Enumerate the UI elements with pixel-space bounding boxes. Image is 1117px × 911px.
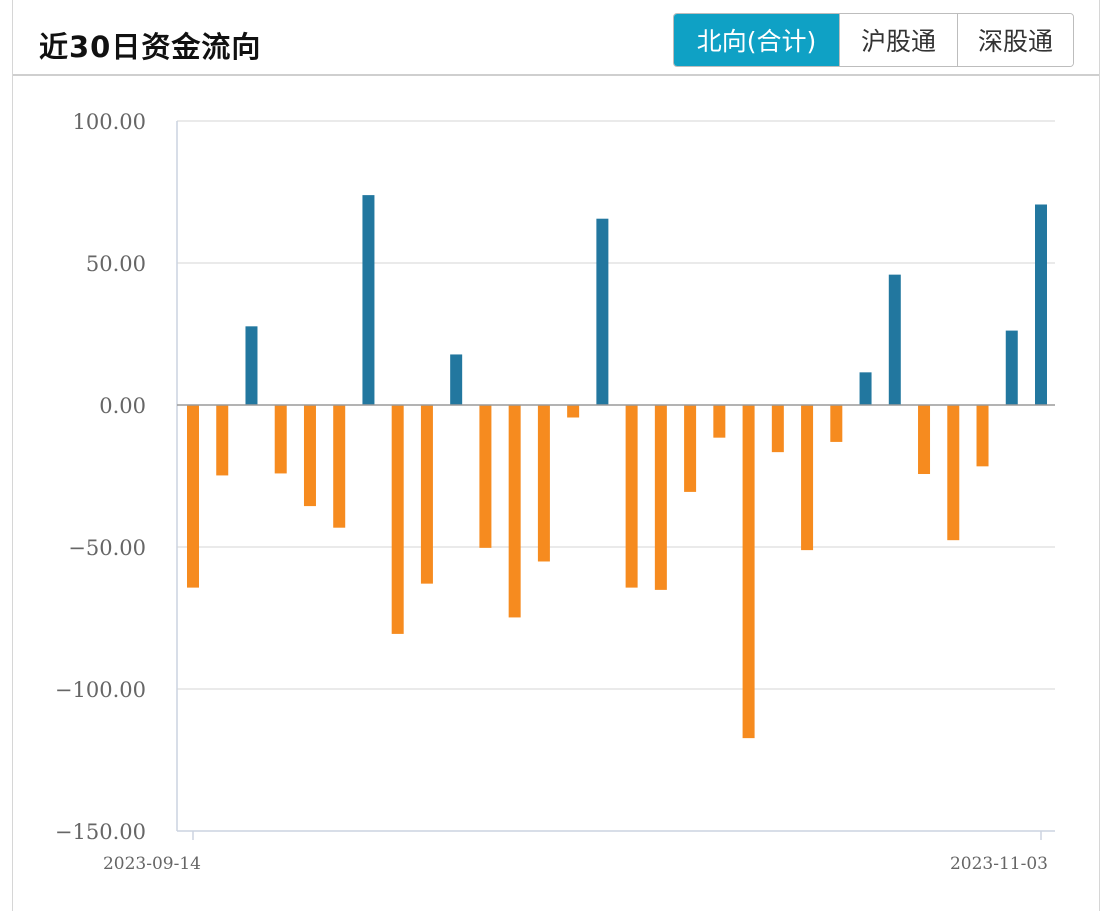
page-title: 近30日资金流向: [39, 30, 262, 64]
y-tick-label: 50.00: [86, 252, 146, 276]
bar-outflow[interactable]: [742, 405, 755, 739]
bar-outflow[interactable]: [420, 405, 433, 584]
bar-inflow[interactable]: [1005, 330, 1018, 405]
bar-outflow[interactable]: [303, 405, 316, 507]
bar-outflow[interactable]: [947, 405, 960, 541]
x-tick-label: 2023-09-14: [103, 854, 201, 874]
bar-outflow[interactable]: [508, 405, 521, 618]
bar-inflow[interactable]: [450, 354, 463, 405]
bar-outflow[interactable]: [537, 405, 550, 562]
y-tick-label: 0.00: [99, 394, 146, 418]
tab-northbound-total[interactable]: 北向(合计): [674, 14, 839, 66]
bar-inflow[interactable]: [362, 195, 375, 405]
bar-outflow[interactable]: [274, 405, 287, 474]
bar-inflow[interactable]: [596, 218, 609, 405]
bar-outflow[interactable]: [684, 405, 697, 492]
bar-inflow[interactable]: [1035, 204, 1047, 406]
bar-outflow[interactable]: [479, 405, 492, 548]
bar-outflow[interactable]: [976, 405, 989, 467]
bar-inflow[interactable]: [245, 326, 258, 405]
bar-outflow[interactable]: [801, 405, 814, 551]
bar-outflow[interactable]: [216, 405, 229, 476]
bar-outflow[interactable]: [771, 405, 784, 453]
y-tick-label: −100.00: [55, 678, 146, 702]
tab-shanghai-connect[interactable]: 沪股通: [839, 14, 957, 66]
bar-outflow[interactable]: [391, 405, 404, 634]
bar-outflow[interactable]: [567, 405, 580, 418]
y-axis: 100.00 50.00 0.00 −50.00 −100.00 −150.00: [55, 110, 178, 844]
chart-grid: [177, 120, 1055, 690]
y-tick-label: −50.00: [68, 536, 146, 560]
market-tab-group: 北向(合计) 沪股通 深股通: [673, 13, 1074, 67]
x-axis: 2023-09-14 2023-11-03: [103, 830, 1055, 874]
bar-inflow[interactable]: [888, 274, 901, 405]
bar-outflow[interactable]: [187, 405, 199, 588]
bar-outflow[interactable]: [654, 405, 667, 590]
bar-inflow[interactable]: [859, 372, 872, 405]
bar-outflow[interactable]: [625, 405, 638, 588]
y-tick-label: −150.00: [55, 820, 146, 844]
bar-outflow[interactable]: [713, 405, 726, 438]
x-tick-label: 2023-11-03: [950, 854, 1048, 874]
y-tick-label: 100.00: [73, 110, 146, 134]
chart-bars: [187, 195, 1047, 739]
bar-outflow[interactable]: [333, 405, 346, 528]
bar-outflow[interactable]: [830, 405, 843, 442]
bar-outflow[interactable]: [918, 405, 931, 475]
tab-shenzhen-connect[interactable]: 深股通: [957, 14, 1073, 66]
panel-header: 近30日资金流向 北向(合计) 沪股通 深股通: [13, 0, 1099, 76]
